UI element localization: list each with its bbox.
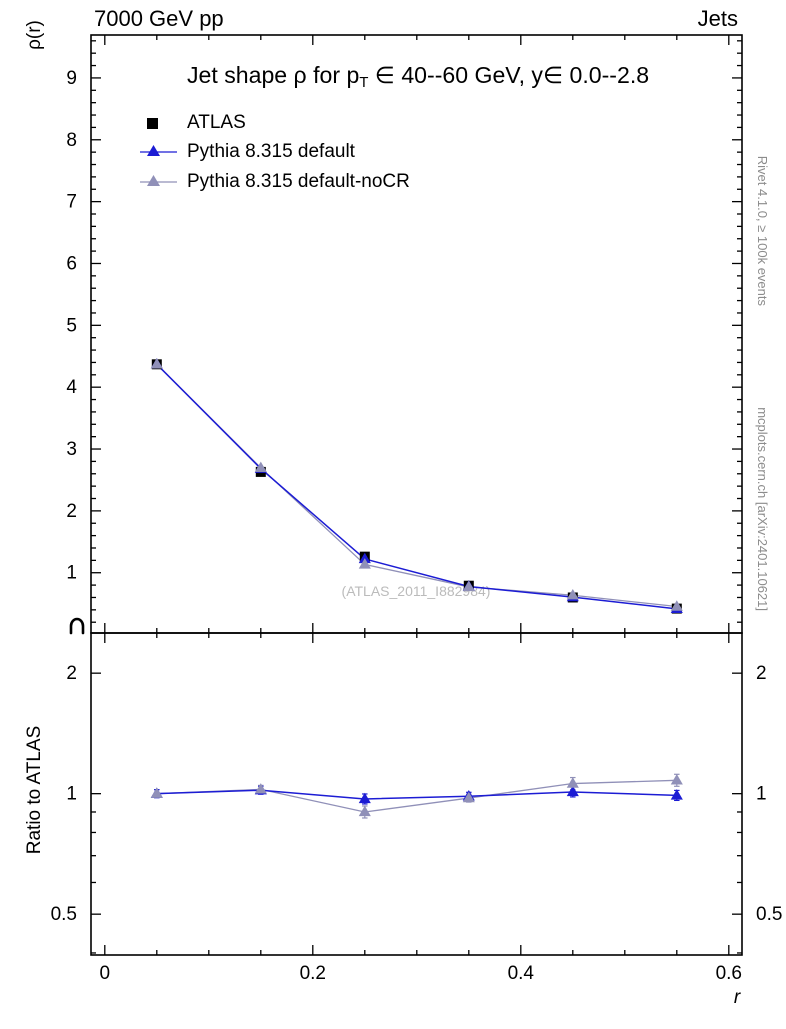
svg-text:5: 5 [66,315,77,336]
svg-text:2: 2 [66,501,77,522]
svg-text:0.6: 0.6 [716,963,742,984]
svg-text:r: r [734,987,741,1008]
svg-text:Pythia 8.315 default: Pythia 8.315 default [187,141,356,162]
svg-text:0.4: 0.4 [508,963,535,984]
svg-text:0.5: 0.5 [51,904,77,925]
svg-text:1: 1 [66,784,77,805]
svg-text:0.2: 0.2 [300,963,326,984]
svg-text:7: 7 [66,192,77,213]
svg-text:ρ(r): ρ(r) [24,20,45,50]
svg-text:ATLAS: ATLAS [187,112,246,133]
svg-text:6: 6 [66,253,77,274]
svg-text:0.5: 0.5 [756,904,782,925]
svg-text:Pythia 8.315 default-noCR: Pythia 8.315 default-noCR [187,171,410,192]
svg-text:4: 4 [66,377,77,398]
svg-text:7000 GeV pp: 7000 GeV pp [94,6,224,31]
svg-text:8: 8 [66,130,77,151]
svg-text:Rivet 4.1.0, ≥ 100k events: Rivet 4.1.0, ≥ 100k events [755,156,770,307]
svg-text:1: 1 [66,563,77,584]
svg-text:Ratio to ATLAS: Ratio to ATLAS [24,726,45,855]
svg-text:2: 2 [66,663,77,684]
svg-text:Jets: Jets [698,6,738,31]
svg-text:2: 2 [756,663,767,684]
svg-text:3: 3 [66,439,77,460]
svg-text:0: 0 [100,963,111,984]
svg-text:Jet shape ρ for pT ∈ 40--60 Ge: Jet shape ρ for pT ∈ 40--60 GeV, y∈ 0.0-… [187,62,649,91]
svg-text:mcplots.cern.ch [arXiv:2401.10: mcplots.cern.ch [arXiv:2401.10621] [755,407,770,611]
svg-text:9: 9 [66,68,77,89]
svg-text:1: 1 [756,784,767,805]
